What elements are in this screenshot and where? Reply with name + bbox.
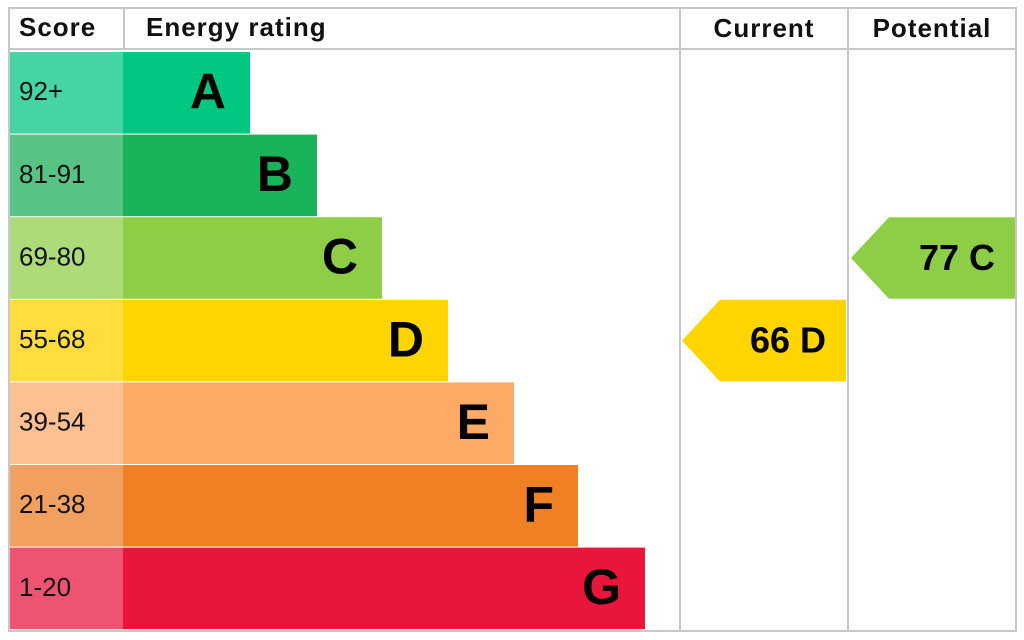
header-current: Current xyxy=(714,13,815,43)
score-range: 39-54 xyxy=(19,407,86,437)
rating-letter: B xyxy=(257,146,293,202)
current-rating: D xyxy=(800,319,826,360)
rating-bar xyxy=(123,217,382,299)
score-range: 21-38 xyxy=(19,489,86,519)
score-cell xyxy=(10,134,123,217)
score-range: 69-80 xyxy=(19,241,86,271)
frame xyxy=(8,7,1017,632)
current-label: 66 D xyxy=(750,319,826,360)
rating-letter: F xyxy=(523,477,554,533)
header-potential: Potential xyxy=(873,13,992,43)
potential-score: 77 xyxy=(919,237,959,278)
header-energy-rating: Energy rating xyxy=(146,12,327,42)
score-cell xyxy=(10,299,123,382)
rating-letter: A xyxy=(190,64,226,120)
current-score: 66 xyxy=(750,319,790,360)
rating-bar xyxy=(123,547,645,630)
rating-bar xyxy=(123,465,578,547)
score-range: 81-91 xyxy=(19,159,86,189)
rating-letter: D xyxy=(388,311,424,367)
score-cell xyxy=(10,382,123,464)
rating-bar xyxy=(123,382,514,464)
potential-label: 77 C xyxy=(919,237,995,278)
header-score: Score xyxy=(19,12,96,42)
score-range: 55-68 xyxy=(19,324,86,354)
grid xyxy=(8,7,1017,632)
rating-letter: E xyxy=(457,394,490,450)
score-cell xyxy=(10,547,123,630)
potential-arrow xyxy=(851,217,1015,299)
current-arrow xyxy=(682,299,846,382)
score-range: 1-20 xyxy=(19,572,71,602)
score-cell xyxy=(10,52,123,134)
rating-bar xyxy=(123,134,317,217)
rating-bar xyxy=(123,52,250,134)
score-cell xyxy=(10,217,123,299)
rating-bar xyxy=(123,299,448,382)
score-range: 92+ xyxy=(19,76,63,106)
rating-letter: G xyxy=(582,559,621,615)
potential-rating: C xyxy=(969,237,995,278)
score-cell xyxy=(10,465,123,547)
rating-letter: C xyxy=(322,229,358,285)
